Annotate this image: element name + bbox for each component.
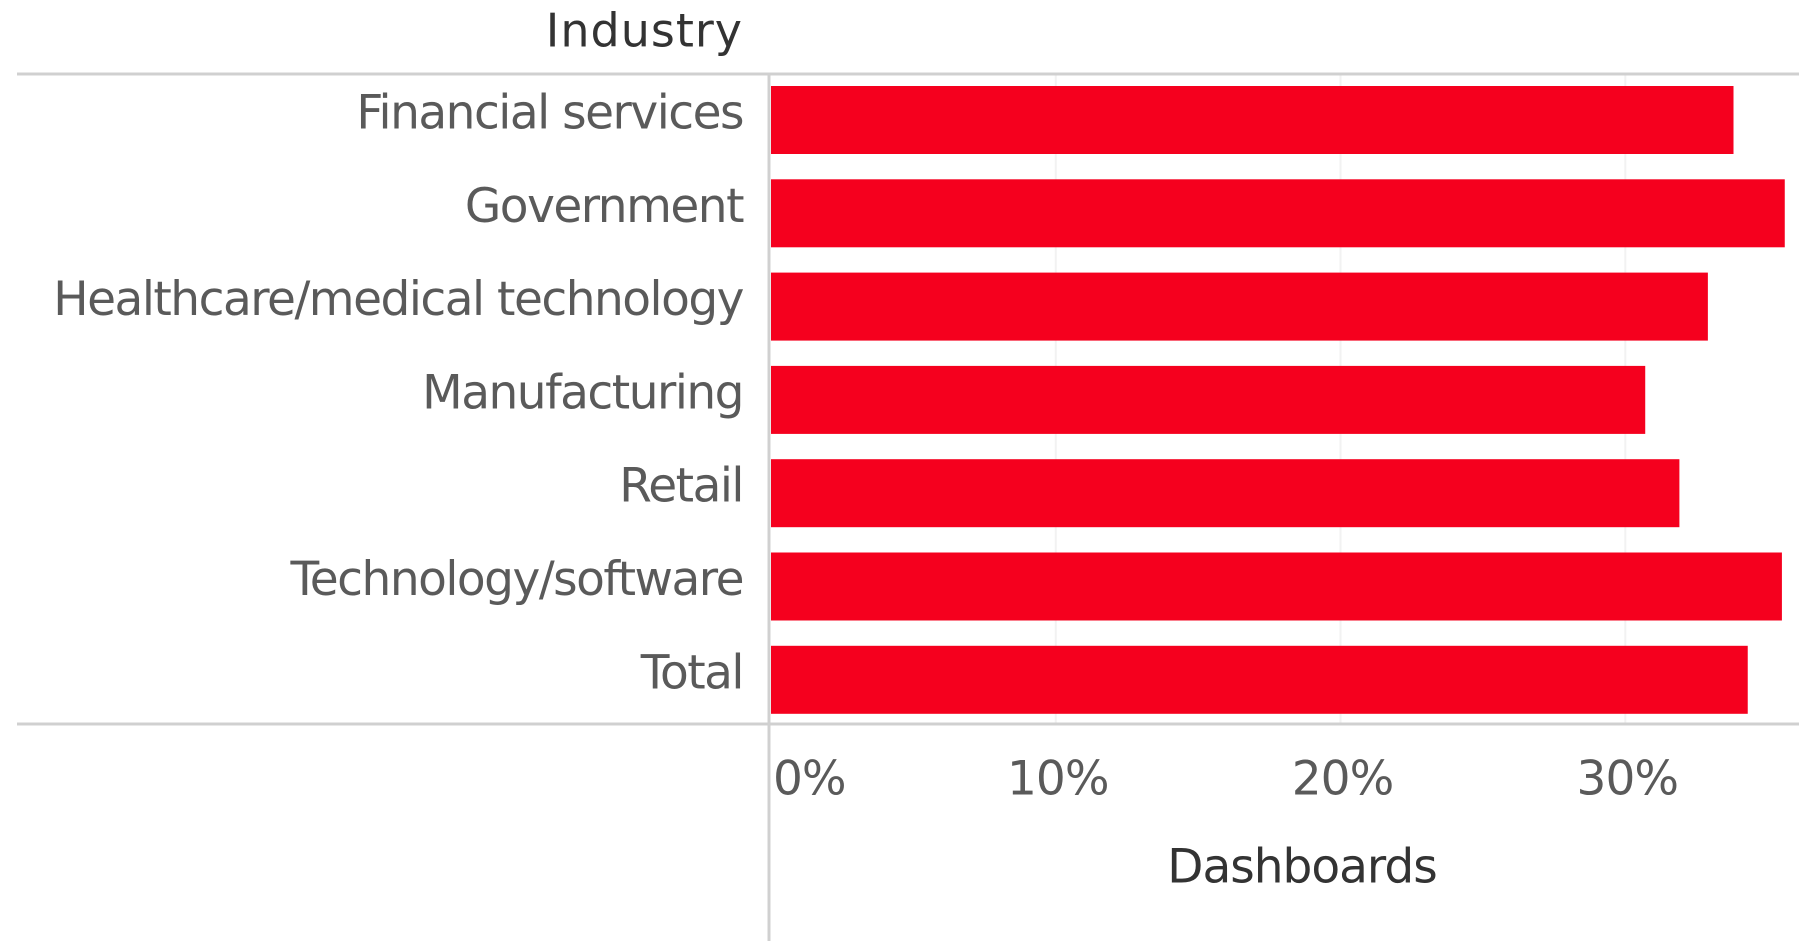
y-axis-title: Industry	[546, 4, 743, 58]
y-tick-label: Healthcare/medical technology	[53, 272, 743, 327]
bar	[771, 552, 1782, 621]
bar	[771, 179, 1785, 248]
bar	[771, 86, 1734, 154]
x-tick-label: 10%	[1007, 752, 1108, 807]
bar	[771, 272, 1708, 341]
x-tick-label: 0%	[773, 752, 846, 807]
y-tick-label: Government	[465, 179, 744, 234]
x-axis-title: Dashboards	[1167, 840, 1436, 895]
y-tick-label: Technology/software	[290, 552, 743, 607]
y-tick-label: Total	[640, 645, 743, 700]
bar	[771, 365, 1646, 434]
bar	[771, 459, 1680, 528]
y-tick-label: Financial services	[356, 86, 743, 141]
y-tick-label: Manufacturing	[422, 365, 743, 420]
x-tick-label: 30%	[1577, 752, 1678, 807]
y-tick-label: Retail	[619, 459, 743, 514]
x-tick-label: 20%	[1292, 752, 1393, 807]
bar	[771, 645, 1748, 714]
